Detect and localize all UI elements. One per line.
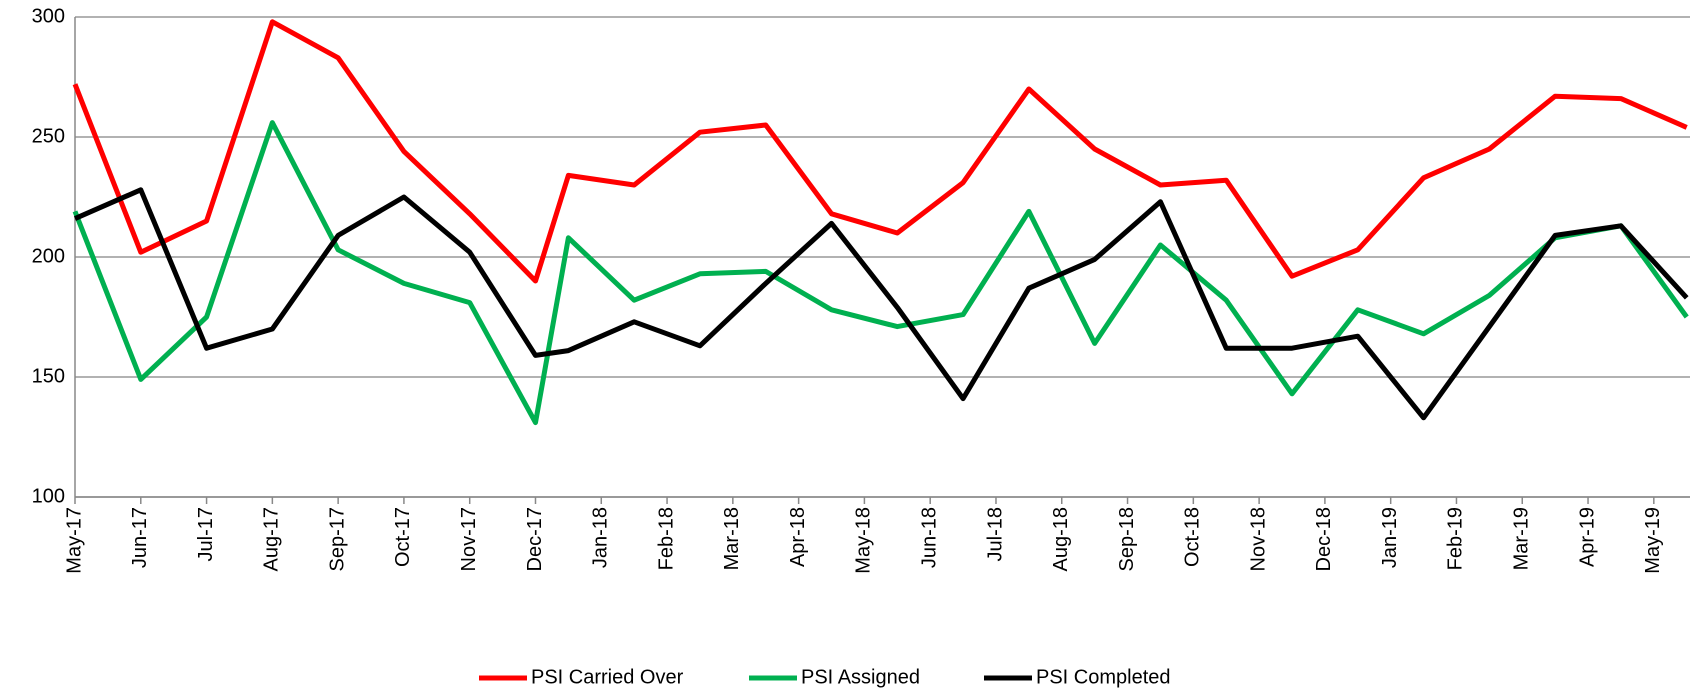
x-tick-label: Oct-18 — [1182, 507, 1204, 567]
x-tick-label: May-19 — [1642, 507, 1664, 574]
y-tick-label: 200 — [32, 245, 65, 267]
x-tick-label: Oct-17 — [392, 507, 414, 567]
legend-label: PSI Carried Over — [531, 666, 684, 688]
x-tick-label: Sep-18 — [1116, 507, 1138, 572]
x-tick-label: Jul-18 — [984, 507, 1006, 561]
x-tick-label: Aug-18 — [1050, 507, 1072, 572]
x-tick-label: Mar-18 — [721, 507, 743, 570]
x-tick-label: May-18 — [853, 507, 875, 574]
x-tick-label: Jul-17 — [195, 507, 217, 561]
x-tick-label: Dec-17 — [524, 507, 546, 571]
y-tick-label: 150 — [32, 365, 65, 387]
x-tick-label: Feb-19 — [1445, 507, 1467, 570]
x-tick-label: Apr-19 — [1576, 507, 1598, 567]
x-tick-label: Aug-17 — [261, 507, 283, 572]
x-tick-label: Nov-18 — [1247, 507, 1269, 571]
x-tick-label: Dec-18 — [1313, 507, 1335, 571]
line-series — [72, 19, 1688, 284]
x-tick-label: Mar-19 — [1511, 507, 1533, 570]
y-tick-label: 300 — [32, 5, 65, 27]
y-tick-label: 100 — [32, 485, 65, 507]
line-series — [72, 120, 1689, 426]
x-tick-label: Feb-18 — [655, 507, 677, 570]
x-tick-label: Jun-17 — [129, 507, 151, 568]
x-tick-label: May-17 — [63, 507, 85, 574]
line-series — [73, 187, 1689, 421]
x-tick-label: Sep-17 — [326, 507, 348, 572]
x-tick-label: Nov-17 — [458, 507, 480, 571]
x-tick-label: Jun-18 — [918, 507, 940, 568]
x-tick-label: Jan-19 — [1379, 507, 1401, 568]
legend-label: PSI Assigned — [801, 666, 920, 688]
legend-label: PSI Completed — [1036, 666, 1171, 688]
y-tick-label: 250 — [32, 125, 65, 147]
x-tick-label: Apr-18 — [787, 507, 809, 567]
x-tick-label: Jan-18 — [590, 507, 612, 568]
